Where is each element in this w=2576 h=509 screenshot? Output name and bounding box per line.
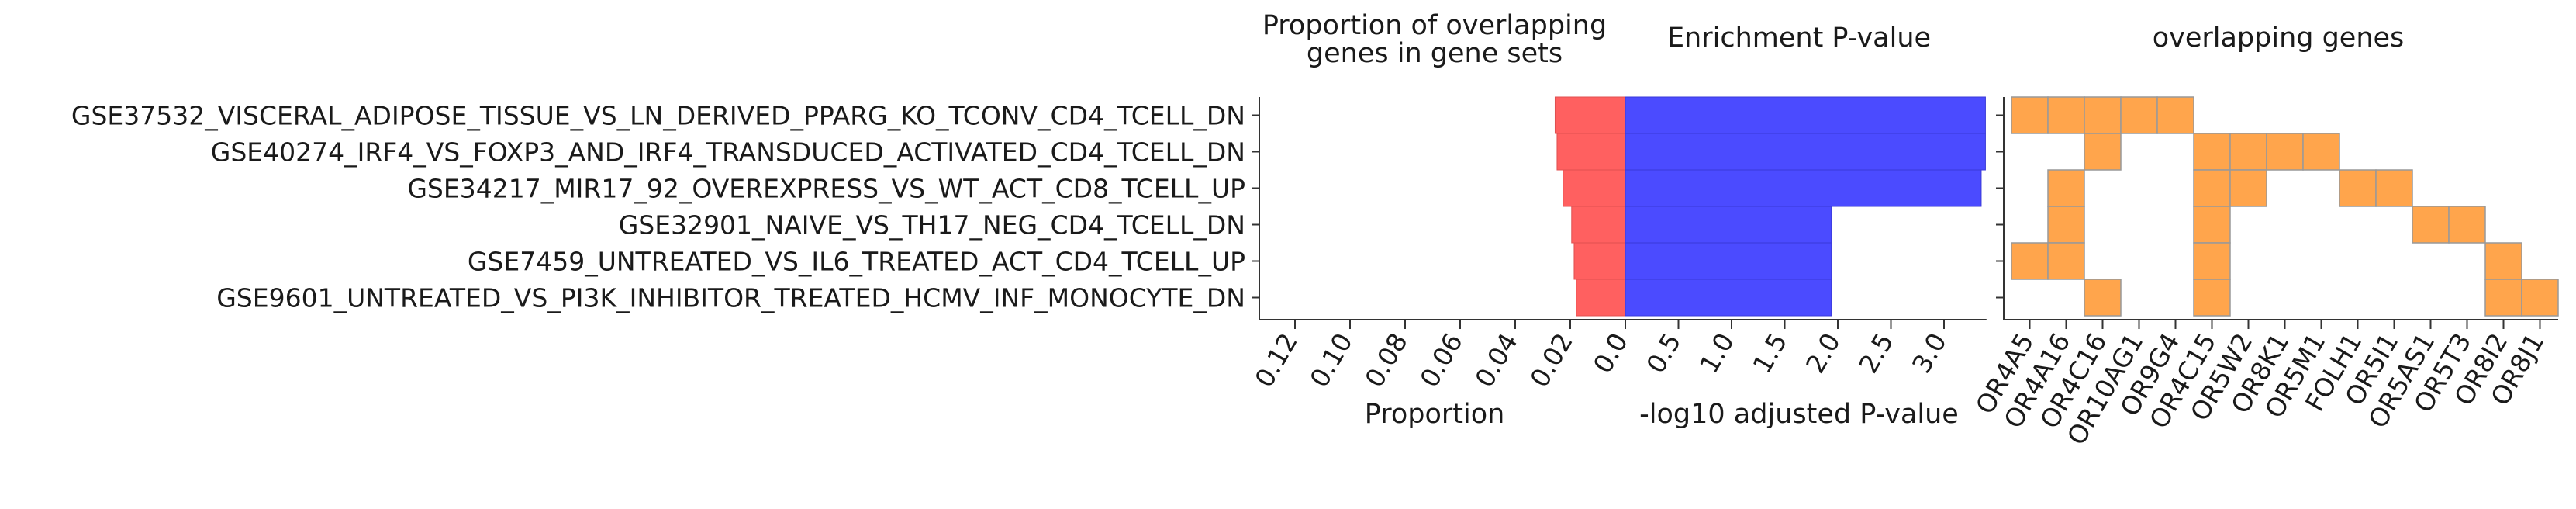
gene-set-label: GSE40274_IRF4_VS_FOXP3_AND_IRF4_TRANSDUC… [211,137,1245,168]
overlap-cell [2047,169,2085,207]
overlapping-genes-panel: overlapping genes OR4A5OR4A16OR4C16OR10A… [1970,23,2559,450]
overlap-cell [2375,169,2413,207]
proportion-bar [1563,169,1626,207]
proportion-title-line1: Proportion of overlapping [1262,10,1607,41]
overlap-cell [2047,96,2085,134]
overlap-cell [2193,206,2231,244]
pvalue-tick-label: 1.0 [1694,328,1740,379]
overlap-cell [2412,206,2450,244]
overlap-cell [2193,242,2231,280]
overlap-cell [2229,133,2267,171]
overlap-cell [2047,206,2085,244]
overlap-cell [2084,96,2122,134]
pvalue-tick-label: 0.0 [1587,328,1634,379]
overlap-cell [2120,96,2158,134]
pvalue-bar [1625,96,1986,134]
overlap-cell [2193,133,2231,171]
pvalue-tick-label: 2.5 [1853,328,1899,379]
proportion-tick-label: 0.04 [1469,328,1524,393]
overlap-cell [2521,279,2559,317]
overlap-cell [2011,96,2049,134]
proportion-bar [1554,96,1626,134]
proportion-bar [1573,242,1626,280]
pvalue-bar [1625,169,1982,207]
proportion-tick-label: 0.10 [1304,328,1359,393]
overlap-cell [2302,133,2340,171]
pvalue-bar [1625,206,1832,244]
overlap-cell [2156,96,2194,134]
pvalue-tick-label: 1.5 [1746,328,1793,379]
proportion-bar [1571,206,1626,244]
pvalue-xlabel: -log10 adjusted P-value [1639,399,1959,430]
overlap-cell [2084,279,2122,317]
overlap-cell [2484,242,2522,280]
overlap-cell [2193,279,2231,317]
genes-title: overlapping genes [2153,23,2405,54]
overlap-cell [2084,133,2122,171]
overlap-cell [2339,169,2377,207]
overlap-cell [2229,169,2267,207]
pvalue-tick-label: 2.0 [1800,328,1846,379]
overlap-cell [2047,242,2085,280]
overlap-cell [2484,279,2522,317]
gene-set-label: GSE9601_UNTREATED_VS_PI3K_INHIBITOR_TREA… [216,283,1245,313]
pvalue-bar [1625,279,1832,317]
proportion-tick-label: 0.06 [1414,328,1469,393]
pvalue-panel: Enrichment P-value -log10 adjusted P-val… [1587,23,1987,430]
pvalue-bar [1625,242,1832,280]
overlap-cell [2011,242,2049,280]
proportion-bar [1576,279,1626,317]
proportion-tick-label: 0.12 [1248,328,1304,393]
gene-set-label: GSE37532_VISCERAL_ADIPOSE_TISSUE_VS_LN_D… [71,101,1245,131]
overlap-cell [2448,206,2486,244]
proportion-tick-label: 0.08 [1359,328,1414,393]
proportion-panel: Proportion of overlapping genes in gene … [1248,10,1634,430]
pvalue-tick-label: 0.5 [1640,328,1687,379]
proportion-title-line2: genes in gene sets [1307,38,1563,69]
pvalue-tick-label: 3.0 [1906,328,1953,379]
proportion-tick-label: 0.02 [1524,328,1579,393]
pvalue-bar [1625,133,1986,171]
proportion-bar [1556,133,1626,171]
proportion-xlabel: Proportion [1365,399,1505,430]
overlap-cell [2193,169,2231,207]
gene-set-label: GSE32901_NAIVE_VS_TH17_NEG_CD4_TCELL_DN [619,210,1245,241]
gene-set-label: GSE34217_MIR17_92_OVEREXPRESS_VS_WT_ACT_… [407,174,1245,204]
gene-set-label: GSE7459_UNTREATED_VS_IL6_TREATED_ACT_CD4… [468,247,1245,277]
overlap-cell [2266,133,2304,171]
pvalue-title: Enrichment P-value [1667,23,1931,54]
gene-set-labels: GSE37532_VISCERAL_ADIPOSE_TISSUE_VS_LN_D… [71,97,1260,320]
